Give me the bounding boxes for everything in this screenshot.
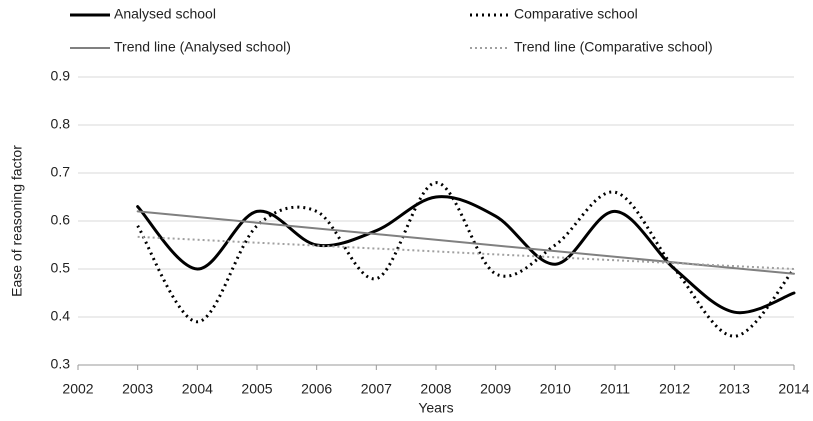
x-tick-label: 2006 [301, 381, 332, 397]
legend-label: Comparative school [514, 6, 638, 22]
y-tick-label: 0.4 [51, 308, 71, 324]
series-line [136, 210, 795, 275]
y-tick-label: 0.7 [51, 164, 71, 180]
x-tick-label: 2011 [600, 381, 630, 397]
x-tick-label: 2013 [719, 381, 750, 397]
legend-label: Trend line (Analysed school) [114, 39, 291, 55]
series-line [136, 181, 796, 338]
series-line [136, 195, 796, 315]
y-tick-label: 0.3 [51, 356, 71, 372]
y-tick-label: 0.8 [51, 116, 71, 132]
x-tick-label: 2003 [122, 381, 153, 397]
x-tick-label: 2010 [540, 381, 571, 397]
x-tick-label: 2004 [182, 381, 213, 397]
legend-label: Trend line (Comparative school) [514, 39, 713, 55]
x-axis-label: Years [418, 400, 453, 416]
x-tick-label: 2002 [62, 381, 93, 397]
y-axis-label: Ease of reasoning factor [9, 145, 25, 297]
x-tick-label: 2008 [420, 381, 451, 397]
legend-label: Analysed school [114, 6, 216, 22]
x-tick-label: 2007 [361, 381, 392, 397]
y-tick-label: 0.5 [51, 260, 71, 276]
x-tick-label: 2012 [659, 381, 690, 397]
x-tick-label: 2009 [480, 381, 511, 397]
y-tick-label: 0.6 [51, 212, 71, 228]
y-tick-label: 0.9 [51, 68, 71, 84]
x-tick-label: 2014 [778, 381, 809, 397]
x-tick-label: 2005 [241, 381, 272, 397]
